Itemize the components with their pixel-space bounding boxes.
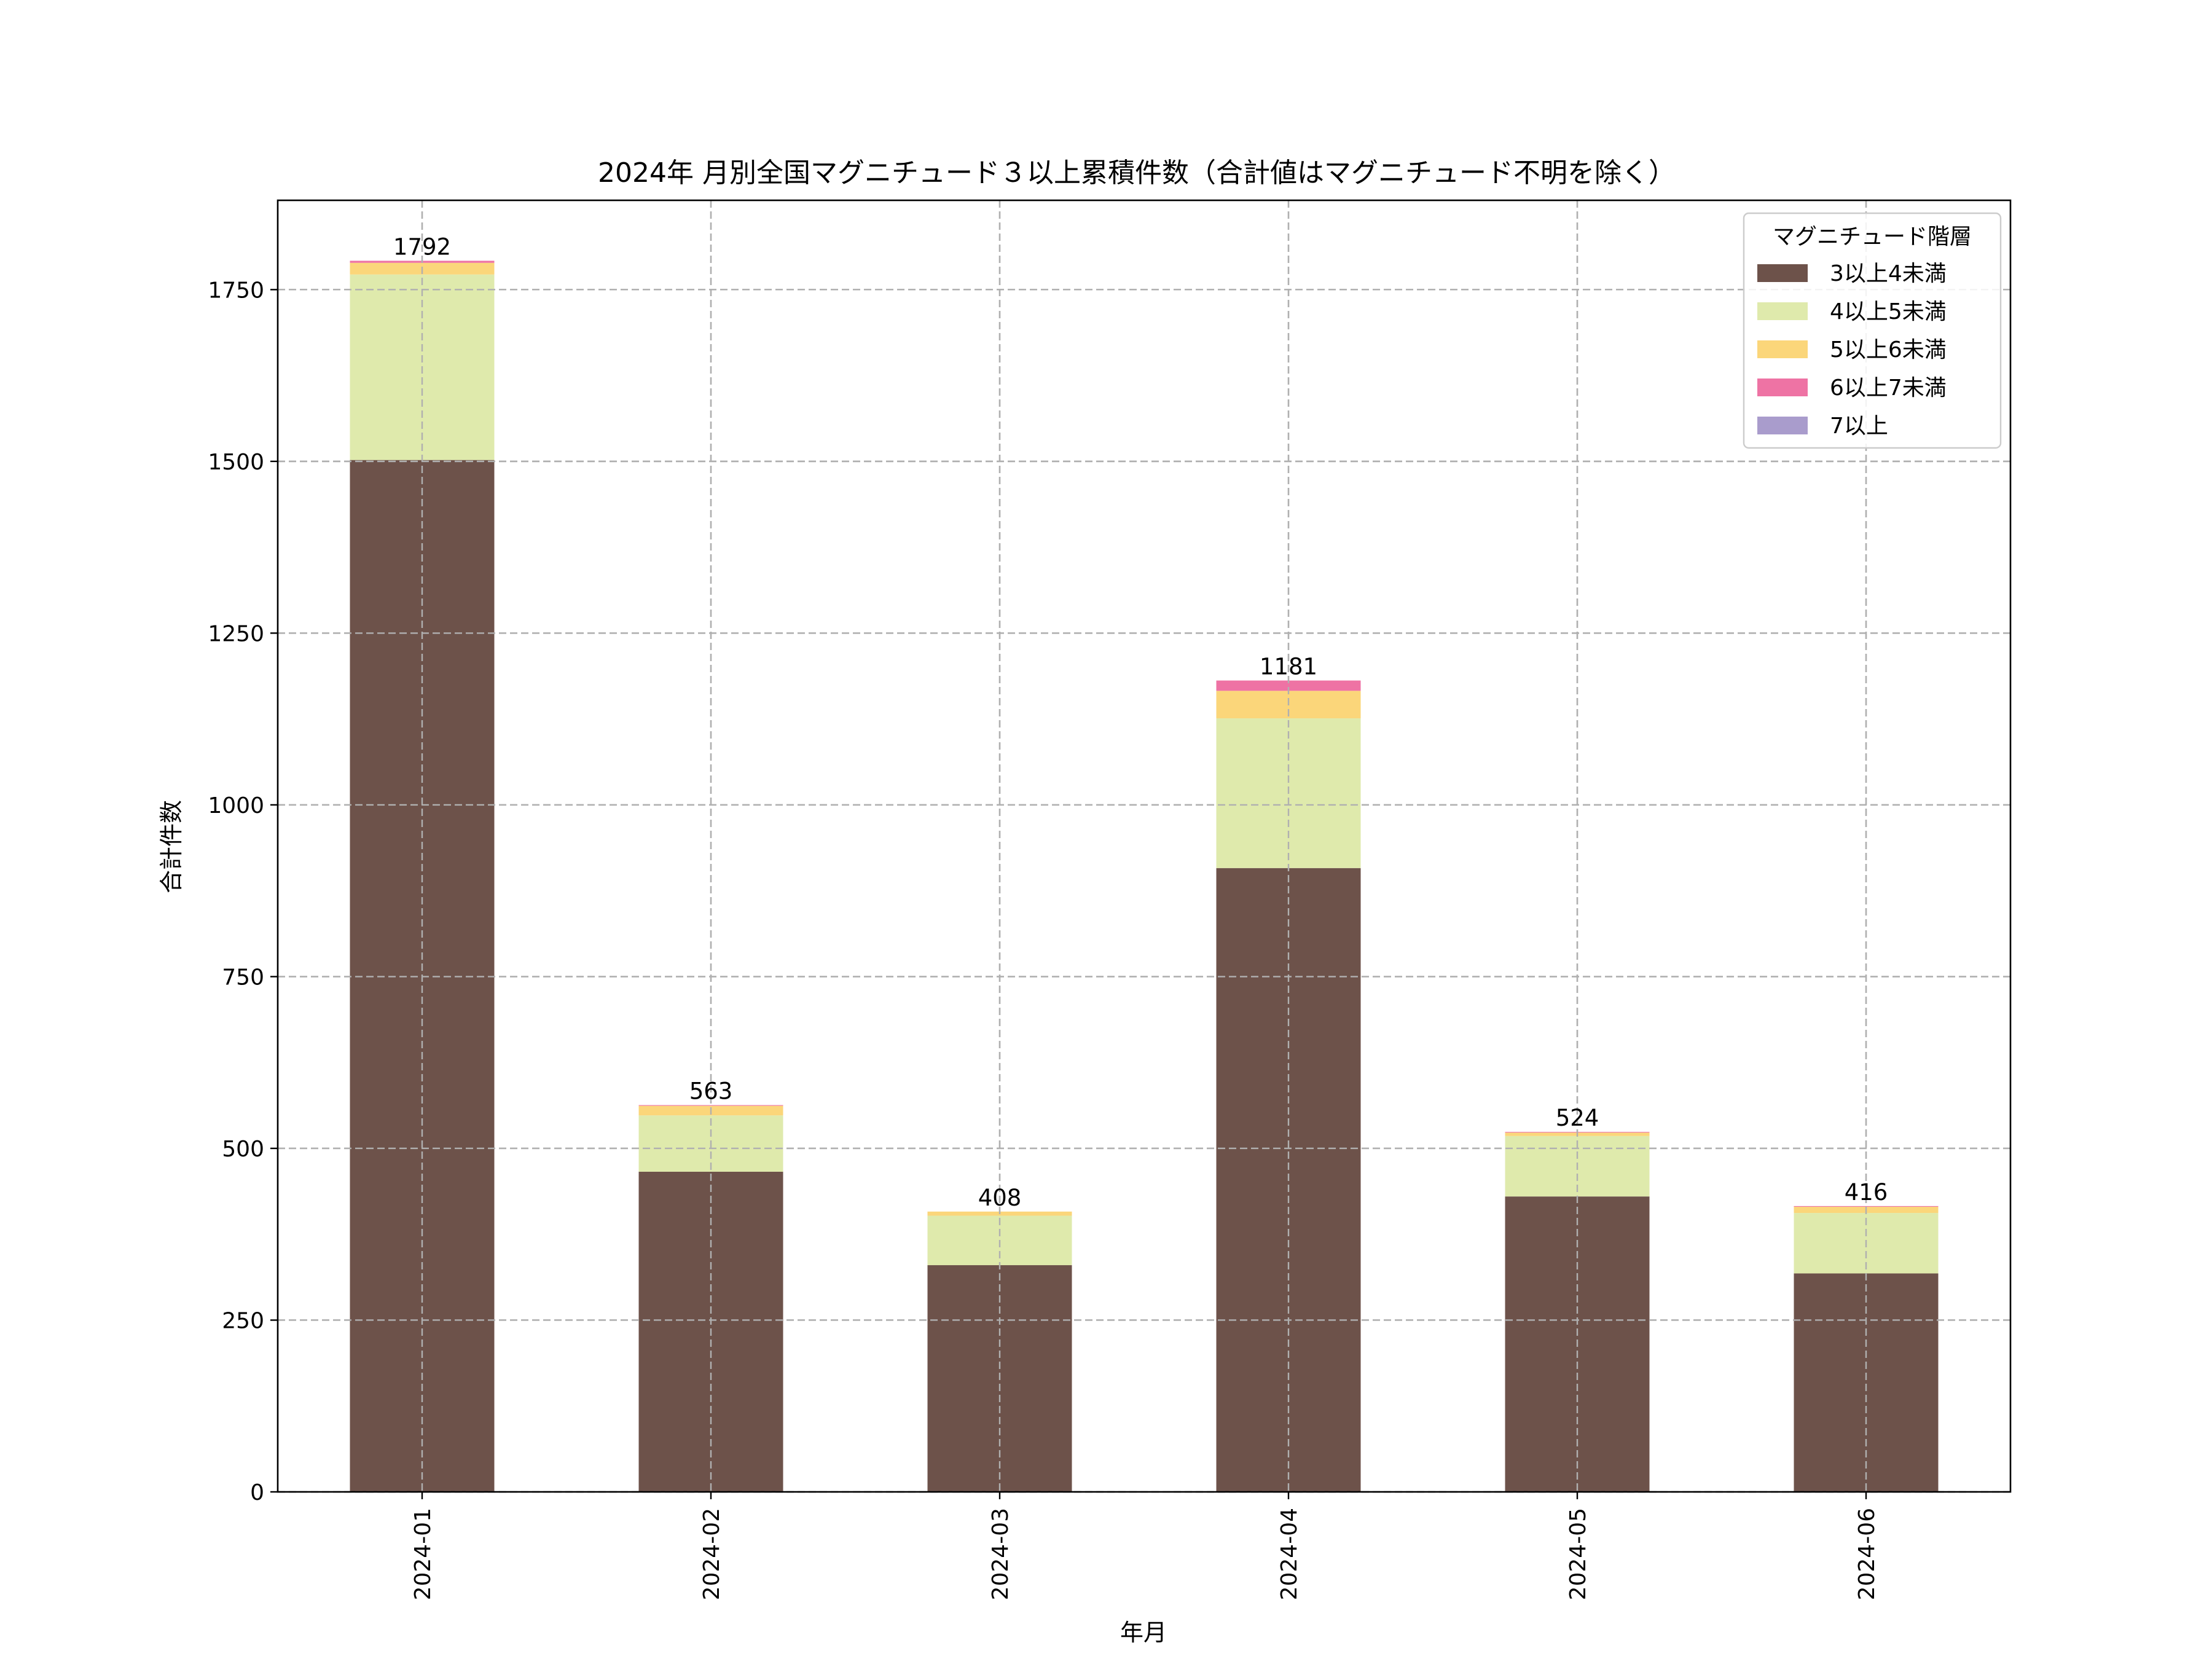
axes: 0 250 500 750 1000 1250 1500 1750 2024-01 2024-02… <box>208 199 2012 1600</box>
y-tick-label: 1000 <box>208 793 264 818</box>
y-tick-label: 750 <box>222 965 264 990</box>
legend-label: 5以上6未満 <box>1830 337 1947 363</box>
x-axis-title: 年月 <box>1120 1619 1167 1646</box>
bar-total-label: 416 <box>1845 1179 1888 1206</box>
chart-title: 2024年 月別全国マグニチュード３以上累積件数（合計値はマグニチュード不明を除… <box>598 157 1676 189</box>
y-axis-title: 合計件数 <box>158 800 185 893</box>
legend-swatch <box>1757 417 1808 434</box>
legend-label: 3以上4未満 <box>1830 261 1947 286</box>
y-tick-label: 500 <box>222 1137 264 1162</box>
bar-segment-4 <box>1794 1206 1939 1207</box>
legend-label: 7以上 <box>1830 414 1888 439</box>
x-tick-label: 2024-02 <box>699 1508 724 1600</box>
bars <box>278 200 2010 1493</box>
x-tick-label: 2024-05 <box>1566 1508 1591 1600</box>
bar-segment-4 <box>1216 680 1361 691</box>
bar-total-label: 408 <box>978 1185 1022 1211</box>
y-tick-label: 0 <box>250 1480 264 1505</box>
legend-swatch <box>1757 378 1808 396</box>
y-tick-label: 1250 <box>208 621 264 646</box>
legend-box <box>1743 212 2002 449</box>
bar-segment-1 <box>1794 1273 1939 1492</box>
x-tick-label: 2024-04 <box>1277 1508 1302 1600</box>
x-tick-label: 2024-06 <box>1854 1508 1880 1600</box>
legend-swatch <box>1757 264 1808 282</box>
bar-total-label: 524 <box>1556 1105 1599 1131</box>
bar-total-label: 563 <box>689 1078 733 1105</box>
x-tick-label: 2024-03 <box>988 1508 1013 1600</box>
total-labels: 1792 563 408 1181 524 416 <box>393 233 1888 1210</box>
legend: マグニチュード階層 3以上4未満 4以上5未満 5以上6未満 6以上7未満 7以上 <box>1743 212 2002 449</box>
y-tick-label: 250 <box>222 1308 264 1333</box>
legend-swatch <box>1757 340 1808 358</box>
legend-label: 4以上5未満 <box>1830 299 1947 324</box>
plot-frame <box>276 199 2012 1493</box>
legend-label: 6以上7未満 <box>1830 375 1947 401</box>
bar-segment-4 <box>638 1105 783 1106</box>
bar-total-label: 1181 <box>1260 654 1317 680</box>
legend-swatch <box>1757 302 1808 320</box>
x-tick-label: 2024-01 <box>410 1508 436 1600</box>
bar-total-label: 1792 <box>393 233 451 260</box>
legend-title: マグニチュード階層 <box>1773 224 1972 249</box>
y-tick-label: 1750 <box>208 278 264 303</box>
y-tick-label: 1500 <box>208 450 264 475</box>
